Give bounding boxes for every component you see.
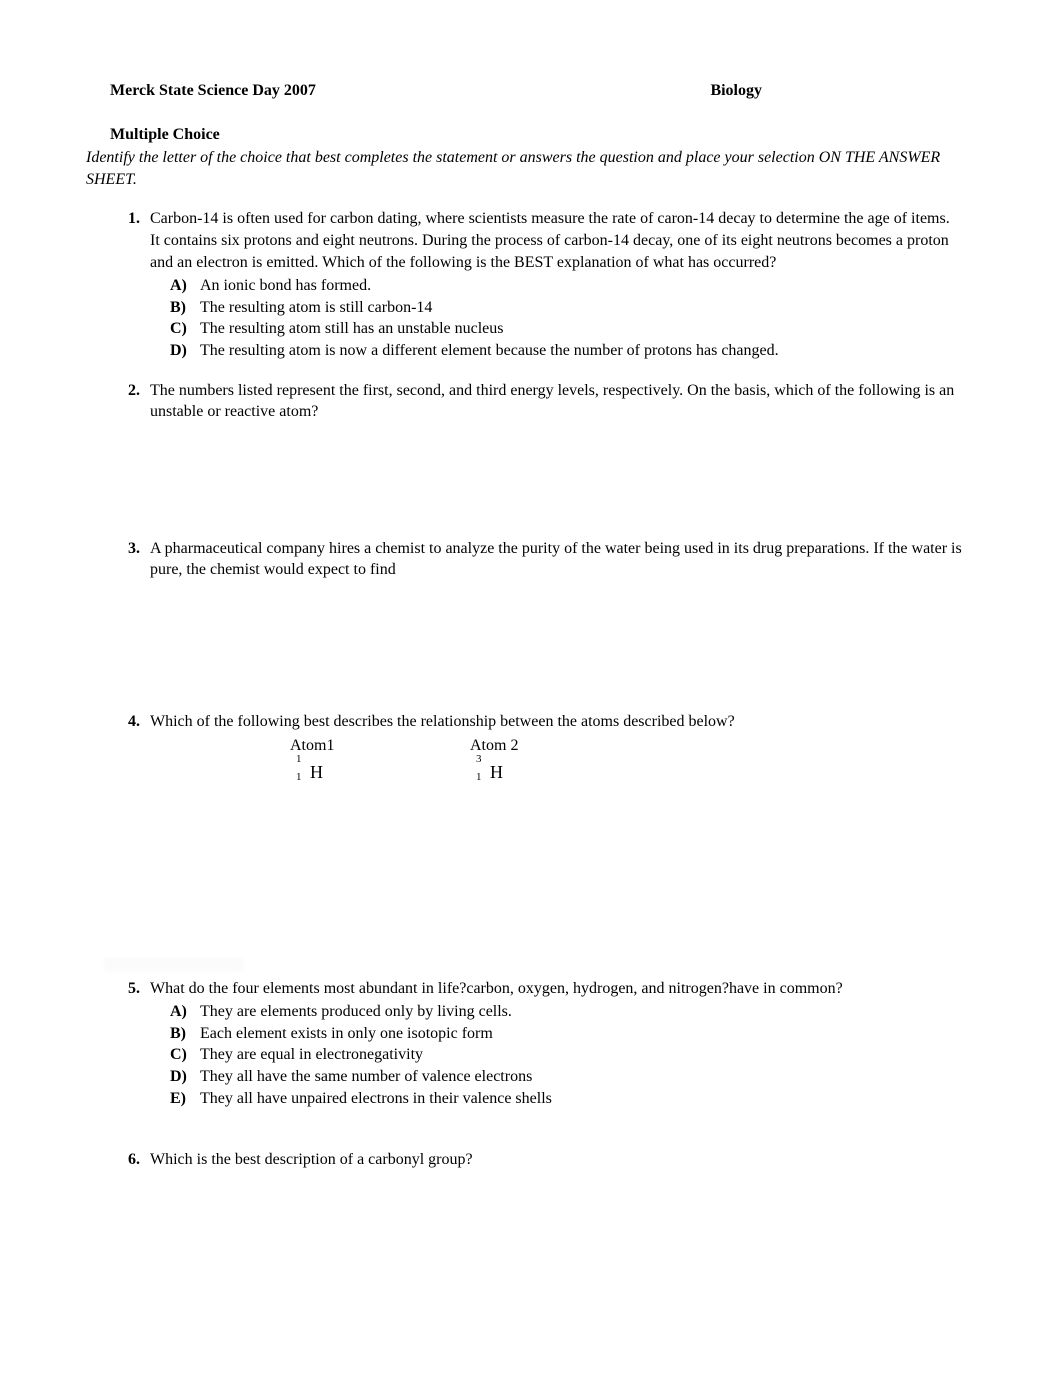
answer-option: C) They are equal in electronegativity (170, 1044, 962, 1066)
question-number: 5. (110, 978, 150, 1110)
atom-comparison: Atom1 Atom 2 1 1 H 3 1 (290, 735, 962, 785)
header-subject: Biology (710, 80, 762, 102)
question: 2. The numbers listed represent the firs… (110, 380, 962, 425)
question-stem: Which of the following best describes th… (150, 711, 962, 733)
option-letter: B) (170, 1023, 200, 1045)
atom-header: Atom 2 (470, 735, 650, 757)
question: 1. Carbon-14 is often used for carbon da… (110, 208, 962, 361)
question-stem: Carbon-14 is often used for carbon datin… (150, 208, 962, 273)
isotope-notation: 1 1 H (290, 760, 323, 785)
option-text: They are equal in electronegativity (200, 1044, 962, 1066)
question-stem: What do the four elements most abundant … (150, 978, 962, 1000)
option-letter: C) (170, 1044, 200, 1066)
atomic-number: 1 (296, 770, 302, 785)
option-text: They are elements produced only by livin… (200, 1001, 962, 1023)
section-instructions: Identify the letter of the choice that b… (86, 147, 962, 190)
blank-space (80, 443, 982, 538)
answer-option: A) An ionic bond has formed. (170, 275, 962, 297)
answer-option: B) The resulting atom is still carbon-14 (170, 297, 962, 319)
option-letter: B) (170, 297, 200, 319)
blank-space (80, 1127, 982, 1149)
question-number: 2. (110, 380, 150, 425)
question: 4. Which of the following best describes… (110, 711, 962, 785)
question: 5. What do the four elements most abunda… (110, 978, 962, 1110)
question-number: 1. (110, 208, 150, 361)
option-letter: C) (170, 318, 200, 340)
answer-option: D) They all have the same number of vale… (170, 1066, 962, 1088)
option-text: They all have unpaired electrons in thei… (200, 1088, 962, 1110)
question: 6. Which is the best description of a ca… (110, 1149, 962, 1173)
option-text: An ionic bond has formed. (200, 275, 962, 297)
answer-option: B) Each element exists in only one isoto… (170, 1023, 962, 1045)
document-page: Merck State Science Day 2007 Biology Mul… (0, 0, 1062, 1231)
mass-number: 3 (476, 752, 482, 767)
header-title: Merck State Science Day 2007 (110, 80, 316, 102)
answer-option: A) They are elements produced only by li… (170, 1001, 962, 1023)
isotope-notation: 3 1 H (470, 760, 503, 785)
mass-number: 1 (296, 752, 302, 767)
option-text: Each element exists in only one isotopic… (200, 1023, 962, 1045)
option-letter: E) (170, 1088, 200, 1110)
blank-space (80, 601, 982, 711)
question: 3. A pharmaceutical company hires a chem… (110, 538, 962, 583)
question-number: 6. (110, 1149, 150, 1173)
element-symbol: H (310, 762, 323, 782)
option-letter: A) (170, 275, 200, 297)
option-text: The resulting atom still has an unstable… (200, 318, 962, 340)
answer-option: E) They all have unpaired electrons in t… (170, 1088, 962, 1110)
option-letter: D) (170, 340, 200, 362)
option-text: They all have the same number of valence… (200, 1066, 962, 1088)
question-stem: Which is the best description of a carbo… (150, 1149, 962, 1171)
question-number: 4. (110, 711, 150, 785)
question-stem: A pharmaceutical company hires a chemist… (150, 538, 962, 581)
answer-option: C) The resulting atom still has an unsta… (170, 318, 962, 340)
question-number: 3. (110, 538, 150, 583)
question-stem: The numbers listed represent the first, … (150, 380, 962, 423)
blank-space (80, 803, 982, 958)
redacted-area (104, 958, 244, 972)
answer-option: D) The resulting atom is now a different… (170, 340, 962, 362)
element-symbol: H (490, 762, 503, 782)
option-letter: A) (170, 1001, 200, 1023)
document-header: Merck State Science Day 2007 Biology (110, 80, 762, 102)
atom-header: Atom1 (290, 735, 470, 757)
section-title: Multiple Choice (110, 124, 982, 146)
option-text: The resulting atom is now a different el… (200, 340, 962, 362)
atomic-number: 1 (476, 770, 482, 785)
option-letter: D) (170, 1066, 200, 1088)
option-text: The resulting atom is still carbon-14 (200, 297, 962, 319)
